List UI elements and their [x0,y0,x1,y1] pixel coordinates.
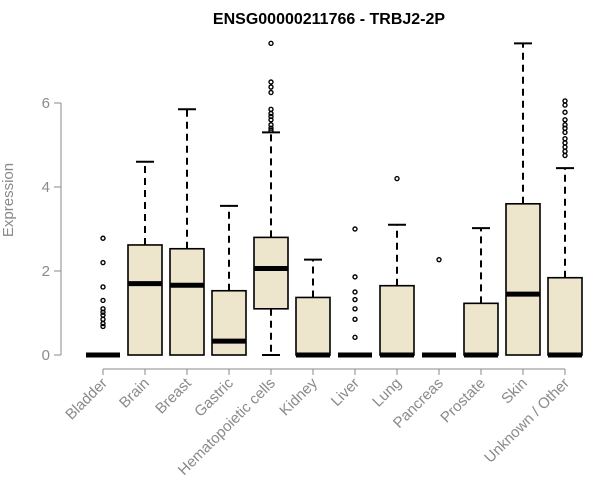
box-skin [505,42,541,356]
outlier-point [100,309,106,315]
outlier-point [562,140,568,146]
chart-title: ENSG00000211766 - TRBJ2-2P [213,11,445,28]
outlier-point [352,274,358,280]
y-tick-label: 6 [42,95,50,112]
y-tick-label: 0 [42,347,50,364]
plot-area [86,40,583,358]
outlier-point [562,129,568,136]
y-tick-label: 4 [42,179,50,196]
outlier-point [562,98,568,104]
y-axis: 0 2 4 6 [42,95,62,364]
outlier-point [352,334,358,341]
y-tick-label: 2 [42,263,50,280]
x-tick-label: Brain [116,375,153,412]
outlier-point [562,102,568,108]
outlier-point [352,296,358,303]
outlier-point [100,312,106,318]
outlier-point [562,125,568,131]
outlier-point [562,117,568,123]
outlier-point [100,259,106,266]
outlier-point [268,89,274,96]
outlier-point [352,289,358,295]
box-breast [169,108,205,356]
outlier-point [268,106,274,113]
box-gastric [211,204,247,356]
box-lung [379,175,415,358]
box-body [127,244,163,356]
outlier-point [268,125,274,131]
outlier-point [100,320,106,327]
outlier-point [394,175,400,182]
box-bladder [86,235,120,358]
x-tick-label: Bladder [62,375,111,424]
outlier-point [100,316,106,322]
box-unknown-other [547,98,583,358]
box-body [379,284,415,356]
x-tick-label: Liver [328,375,363,410]
outlier-point [268,84,274,90]
outlier-point [268,127,274,134]
x-tick-label: Kidney [276,374,321,419]
box-body [169,247,205,356]
outlier-point [268,40,274,47]
x-tick-label: Skin [498,375,531,408]
x-tick-label: Lung [369,375,405,411]
outlier-point [352,316,358,322]
outlier-point [352,306,358,312]
outlier-point [100,297,106,304]
outlier-point [562,109,568,115]
x-tick-label: Breast [152,374,195,417]
x-tick-label: Prostate [437,375,489,427]
box-brain [127,160,163,356]
box-prostate [463,227,499,358]
box-body [547,276,583,356]
box-body [463,302,499,356]
y-axis-label: Expression [0,163,17,237]
box-kidney [295,258,331,358]
box-liver [338,226,372,358]
box-body [211,289,247,356]
outlier-point [562,144,568,150]
outlier-point [562,135,568,142]
outlier-point [100,235,106,241]
outlier-point [100,323,106,330]
box-body [253,236,289,310]
outlier-point [268,117,274,123]
outlier-point [562,152,568,159]
box-pancreas [422,256,456,358]
outlier-point [268,79,274,85]
box-body [505,203,541,356]
box-body [295,296,331,356]
outlier-point [100,284,106,290]
outlier-point [352,226,358,232]
outlier-point [562,148,568,155]
box-hematopoietic-cells [253,40,289,356]
outlier-point [436,256,442,263]
outlier-point [268,110,274,117]
